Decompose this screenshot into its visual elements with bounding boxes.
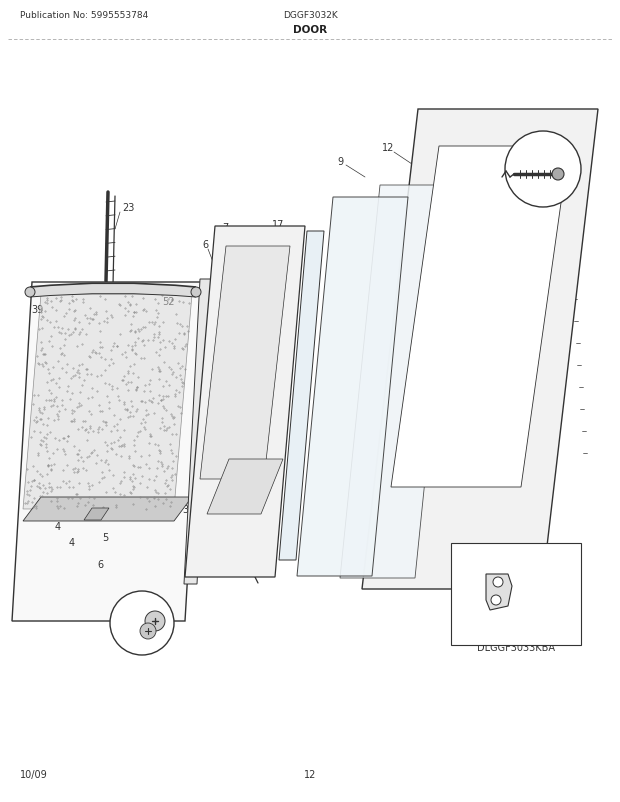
Text: 23: 23 — [122, 203, 134, 213]
Text: 39: 39 — [31, 305, 43, 314]
Circle shape — [505, 132, 581, 208]
Text: 18: 18 — [474, 553, 487, 562]
Polygon shape — [12, 282, 205, 622]
Polygon shape — [391, 147, 569, 488]
Polygon shape — [362, 110, 598, 589]
Polygon shape — [184, 280, 213, 585]
Polygon shape — [486, 574, 512, 610]
Polygon shape — [200, 247, 290, 480]
Circle shape — [110, 591, 174, 655]
Text: 12: 12 — [382, 143, 394, 153]
Circle shape — [25, 288, 35, 298]
Text: 17: 17 — [272, 220, 284, 229]
Polygon shape — [23, 497, 192, 521]
Text: 4: 4 — [69, 537, 75, 547]
Circle shape — [145, 611, 165, 631]
Text: 9: 9 — [337, 157, 343, 167]
Text: Publication No: 5995553784: Publication No: 5995553784 — [20, 11, 148, 21]
Text: 12: 12 — [304, 769, 316, 779]
Text: 7: 7 — [222, 223, 228, 233]
Circle shape — [191, 288, 201, 298]
Circle shape — [491, 595, 501, 606]
Text: DGGF3032K: DGGF3032K — [283, 11, 337, 21]
PathPatch shape — [30, 284, 196, 298]
Circle shape — [140, 623, 156, 639]
FancyBboxPatch shape — [451, 543, 581, 645]
Text: 60B: 60B — [120, 611, 140, 622]
Polygon shape — [340, 186, 455, 578]
Circle shape — [493, 577, 503, 587]
Text: 6: 6 — [395, 384, 401, 395]
Text: 23: 23 — [262, 565, 274, 574]
Text: DOOR: DOOR — [293, 25, 327, 35]
Text: 4: 4 — [55, 521, 61, 532]
Polygon shape — [207, 460, 283, 514]
Text: 10/09: 10/09 — [20, 769, 48, 779]
Polygon shape — [23, 294, 192, 509]
Polygon shape — [185, 227, 305, 577]
Circle shape — [552, 168, 564, 180]
Polygon shape — [297, 198, 408, 577]
Polygon shape — [279, 232, 324, 561]
Text: 5: 5 — [102, 533, 108, 542]
Text: 8: 8 — [387, 455, 393, 464]
Text: 3: 3 — [182, 504, 188, 514]
Text: 8: 8 — [404, 429, 410, 439]
Text: DLGGF3033KBA: DLGGF3033KBA — [477, 642, 555, 652]
Text: 6: 6 — [202, 240, 208, 249]
Polygon shape — [84, 508, 109, 520]
Text: 10: 10 — [528, 155, 542, 164]
Text: 6: 6 — [97, 559, 103, 569]
Text: 52: 52 — [162, 297, 174, 306]
